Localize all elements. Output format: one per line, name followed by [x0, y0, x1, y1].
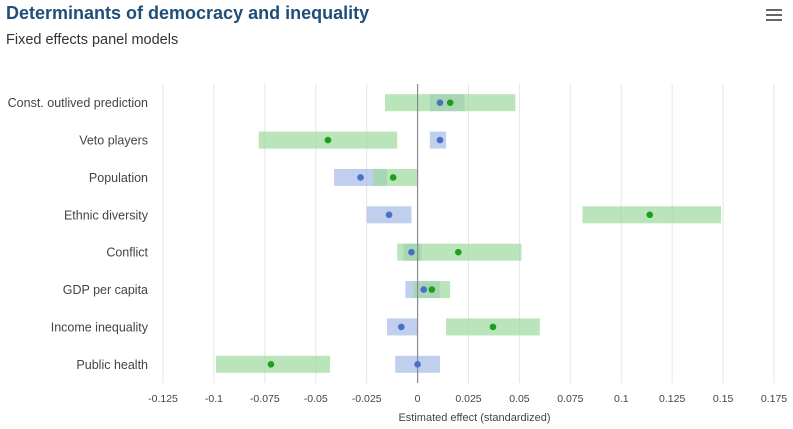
estimate-point — [446, 99, 454, 106]
estimate-point — [414, 361, 421, 368]
estimate-point — [455, 248, 462, 256]
category-label: Public health — [76, 358, 148, 372]
estimate-point — [357, 174, 364, 181]
x-tick-label: 0.1 — [614, 393, 629, 405]
category-label: Income inequality — [51, 320, 149, 334]
estimate-point — [436, 136, 444, 144]
x-tick-label: -0.025 — [352, 393, 382, 405]
category-label: Population — [89, 171, 148, 185]
x-tick-label: 0.175 — [761, 393, 787, 405]
estimate-point — [324, 136, 332, 144]
category-label: GDP per capita — [63, 283, 148, 297]
x-tick-label: 0.025 — [455, 393, 481, 405]
x-tick-label: 0.125 — [659, 393, 685, 405]
estimate-point — [385, 211, 393, 219]
category-label: Const. outlived prediction — [8, 96, 148, 110]
x-tick-label: -0.1 — [205, 393, 223, 405]
x-axis-title: Estimated effect (standardized) — [398, 412, 550, 424]
estimate-point — [428, 286, 436, 293]
estimate-point — [646, 211, 654, 219]
category-label: Conflict — [106, 246, 148, 260]
chart-subtitle: Fixed effects panel models — [6, 32, 179, 48]
x-tick-label: 0.05 — [509, 393, 530, 405]
category-label: Ethnic diversity — [64, 208, 149, 222]
x-tick-label: -0.05 — [304, 393, 328, 405]
x-tick-label: 0.075 — [557, 393, 583, 405]
estimate-point — [408, 248, 415, 256]
x-tick-label: 0 — [415, 393, 421, 405]
estimate-point — [436, 99, 444, 106]
x-tick-label: 0.15 — [713, 393, 734, 405]
estimate-point — [389, 174, 397, 181]
estimate-point — [489, 323, 497, 331]
estimate-point — [420, 286, 427, 293]
chart-title: Determinants of democracy and inequality — [6, 3, 370, 23]
category-label: Veto players — [79, 134, 148, 148]
x-tick-label: -0.125 — [148, 393, 178, 405]
estimate-point — [397, 323, 405, 331]
hamburger-menu-icon[interactable] — [766, 9, 782, 23]
x-tick-label: -0.075 — [250, 393, 280, 405]
estimate-point — [267, 361, 275, 368]
